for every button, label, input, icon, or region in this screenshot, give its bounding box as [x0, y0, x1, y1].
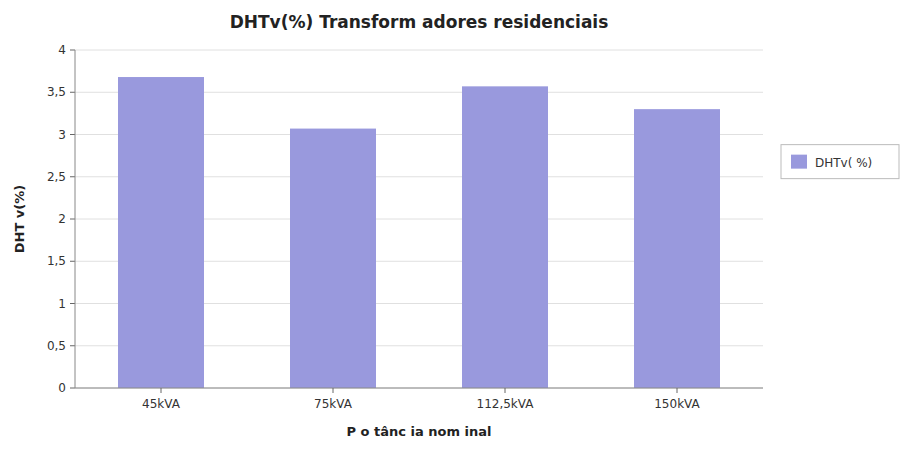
y-tick-label: 2 — [58, 212, 66, 226]
y-axis-line — [75, 50, 76, 388]
y-tick-label: 0 — [58, 381, 66, 395]
x-tick-label: 75kVA — [314, 397, 353, 411]
x-axis-line — [75, 388, 763, 389]
bar — [118, 77, 204, 388]
y-tick-label: 4 — [58, 43, 66, 57]
title: DHTv(%) Transform adores residenciais — [230, 12, 609, 32]
y-tick-label: 0,5 — [47, 339, 66, 353]
legend-label: DHTv( %) — [815, 156, 872, 170]
x-tick — [677, 388, 678, 393]
legend: DHTv( %) — [781, 145, 899, 179]
chart: DHTv(%) Transform adores residenciais 0 0,… — [0, 0, 913, 458]
grid-line — [75, 50, 763, 51]
x-tick-label: 112,5kVA — [477, 397, 535, 411]
grid-line — [75, 388, 763, 389]
bar — [462, 86, 548, 388]
bars — [118, 77, 720, 388]
y-tick — [70, 50, 75, 51]
y-tick-label: 1 — [58, 297, 66, 311]
y-tick — [70, 345, 75, 346]
y-tick — [70, 92, 75, 93]
y-tick — [70, 176, 75, 177]
y-tick-label: 1,5 — [47, 254, 66, 268]
bar — [634, 109, 720, 388]
x-tick — [333, 388, 334, 393]
y-tick — [70, 388, 75, 389]
x-axis: 45kVA 75kVA 112,5kVA 150kVA — [142, 388, 700, 411]
x-tick — [161, 388, 162, 393]
y-axis-label: DHT v(%) — [12, 185, 27, 253]
x-axis-label: P o tânc ia nom inal — [347, 424, 492, 439]
y-tick — [70, 134, 75, 135]
y-tick-label: 3 — [58, 128, 66, 142]
y-tick — [70, 219, 75, 220]
bar — [290, 129, 376, 388]
legend-frame — [781, 145, 899, 179]
x-tick-label: 150kVA — [654, 397, 700, 411]
x-tick-label: 45kVA — [142, 397, 181, 411]
y-tick — [70, 261, 75, 262]
y-tick-label: 2,5 — [47, 170, 66, 184]
legend-swatch — [791, 155, 807, 169]
y-tick-label: 3,5 — [47, 85, 66, 99]
y-axis: 0 0,5 1 1,5 2 2,5 3 3,5 4 — [47, 43, 763, 395]
x-tick — [505, 388, 506, 393]
background — [0, 0, 913, 458]
y-tick — [70, 303, 75, 304]
